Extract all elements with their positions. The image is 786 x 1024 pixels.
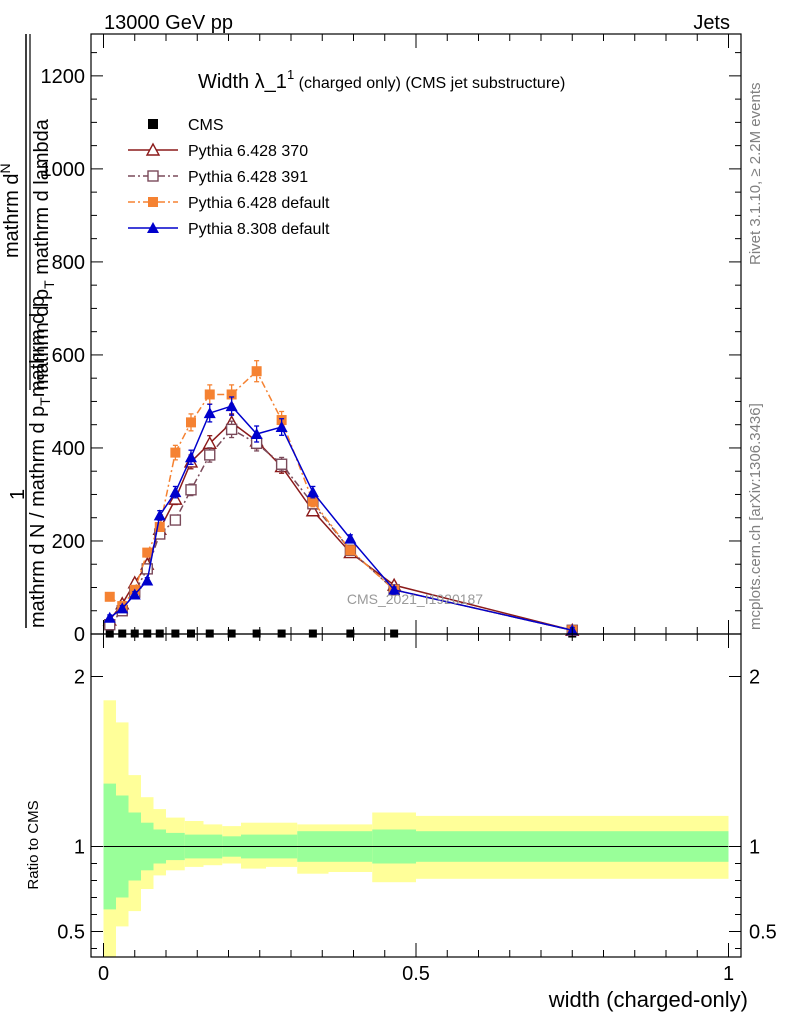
legend-marker xyxy=(148,197,158,207)
data-point xyxy=(204,449,216,461)
legend-label: CMS xyxy=(188,117,224,134)
ratio-tick-label-right: 2 xyxy=(749,667,760,689)
legend-label: Pythia 8.308 default xyxy=(188,221,330,238)
data-point xyxy=(275,458,288,470)
legend-label: Pythia 6.428 default xyxy=(188,195,330,212)
data-point xyxy=(142,547,153,558)
data-point xyxy=(103,611,116,623)
x-axis-label: width (charged-only) xyxy=(548,987,748,1012)
data-point xyxy=(128,588,141,600)
ratio-bands xyxy=(103,700,729,957)
x-tick-label: 1 xyxy=(723,963,734,985)
data-point xyxy=(169,514,182,526)
data-point xyxy=(225,400,238,412)
ratio-frame xyxy=(90,633,742,958)
rivet-label: Rivet 3.1.10, ≥ 2.2M events xyxy=(747,83,764,266)
data-point xyxy=(251,366,262,377)
ylabel-one: 1 xyxy=(7,489,29,500)
x-tick-label: 0.5 xyxy=(402,963,430,985)
data-point xyxy=(345,545,356,556)
y-tick-label: 0 xyxy=(74,624,85,646)
y-tick-label: 600 xyxy=(52,345,85,367)
ylabel-numerator: mathrm dN xyxy=(0,163,23,258)
data-point xyxy=(170,447,181,458)
data-point xyxy=(307,496,318,507)
data-point xyxy=(116,602,129,614)
plot-title: Width λ_11 (charged only) (CMS jet subst… xyxy=(198,67,565,93)
series-line xyxy=(109,369,573,632)
ratio-ylabel: Ratio to CMS xyxy=(25,800,42,889)
legend-entry: Pythia 6.428 391 xyxy=(128,169,308,186)
data-point xyxy=(169,486,182,498)
data-point xyxy=(186,417,196,428)
ylabel-numerator-lower: mathrm d pT mathrm d lambda xyxy=(31,118,57,390)
data-point xyxy=(185,451,197,463)
header-right: Jets xyxy=(693,12,730,34)
header-left: 13000 GeV pp xyxy=(104,12,233,34)
data-point xyxy=(185,484,197,496)
series-line xyxy=(109,428,573,632)
series-pythia-8-308-default xyxy=(103,396,579,636)
ylabel-denominator: mathrm d N / mathrm d pTmathrm d p xyxy=(27,296,53,628)
data-point xyxy=(141,563,153,575)
data-point xyxy=(104,591,115,602)
data-point xyxy=(203,407,216,419)
data-point xyxy=(153,509,166,521)
data-point xyxy=(305,503,321,517)
mcplots-label: mcplots.cern.ch [arXiv:1306.3436] xyxy=(747,403,764,630)
legend-label: Pythia 6.428 370 xyxy=(188,143,308,160)
main-plot xyxy=(102,360,580,638)
ratio-tick-label-right: 1 xyxy=(749,837,760,859)
legend-entry: Pythia 8.308 default xyxy=(128,221,330,238)
legend-label: Pythia 6.428 391 xyxy=(188,169,308,186)
y-tick-label: 800 xyxy=(52,252,85,274)
data-point xyxy=(225,423,238,436)
data-point xyxy=(168,491,183,505)
ratio-tick-label: 0.5 xyxy=(57,922,85,944)
watermark: CMS_2021_I1920187 xyxy=(347,591,483,607)
data-point xyxy=(226,389,237,400)
x-tick-label: 0 xyxy=(98,963,109,985)
y-tick-label: 200 xyxy=(52,531,85,553)
y-tick-label: 1000 xyxy=(41,159,86,181)
y-tick-label: 1200 xyxy=(41,66,86,88)
data-point xyxy=(204,389,215,400)
data-point xyxy=(388,583,401,595)
axes: 0 200 400 600 800 1000 1200 0 0.5 1 0.5 0.5 1 1 2 2 xyxy=(41,33,777,985)
legend-entry: Pythia 6.428 default xyxy=(128,195,330,212)
ratio-tick-label-right: 0.5 xyxy=(749,922,777,944)
data-point xyxy=(250,428,263,439)
legend-marker xyxy=(147,170,159,182)
data-point xyxy=(275,421,288,433)
legend-entry: Pythia 6.428 370 xyxy=(128,142,308,160)
ratio-tick-label: 1 xyxy=(74,837,85,859)
data-point xyxy=(141,574,154,586)
legend-marker xyxy=(147,222,159,233)
ratio-tick-label: 2 xyxy=(74,667,85,689)
legend-marker xyxy=(148,119,158,129)
legend-entry: CMS xyxy=(148,117,224,134)
legend: CMS Pythia 6.428 370 Pythia 6.428 391 Pythi… xyxy=(128,117,330,238)
data-point xyxy=(154,522,165,533)
legend-marker xyxy=(145,142,161,156)
data-point xyxy=(306,486,319,498)
y-tick-label: 400 xyxy=(52,438,85,460)
main-ylabel: 1 mathrm d N / mathrm d pTmathrm d p mat… xyxy=(0,34,57,628)
data-point xyxy=(344,532,357,544)
